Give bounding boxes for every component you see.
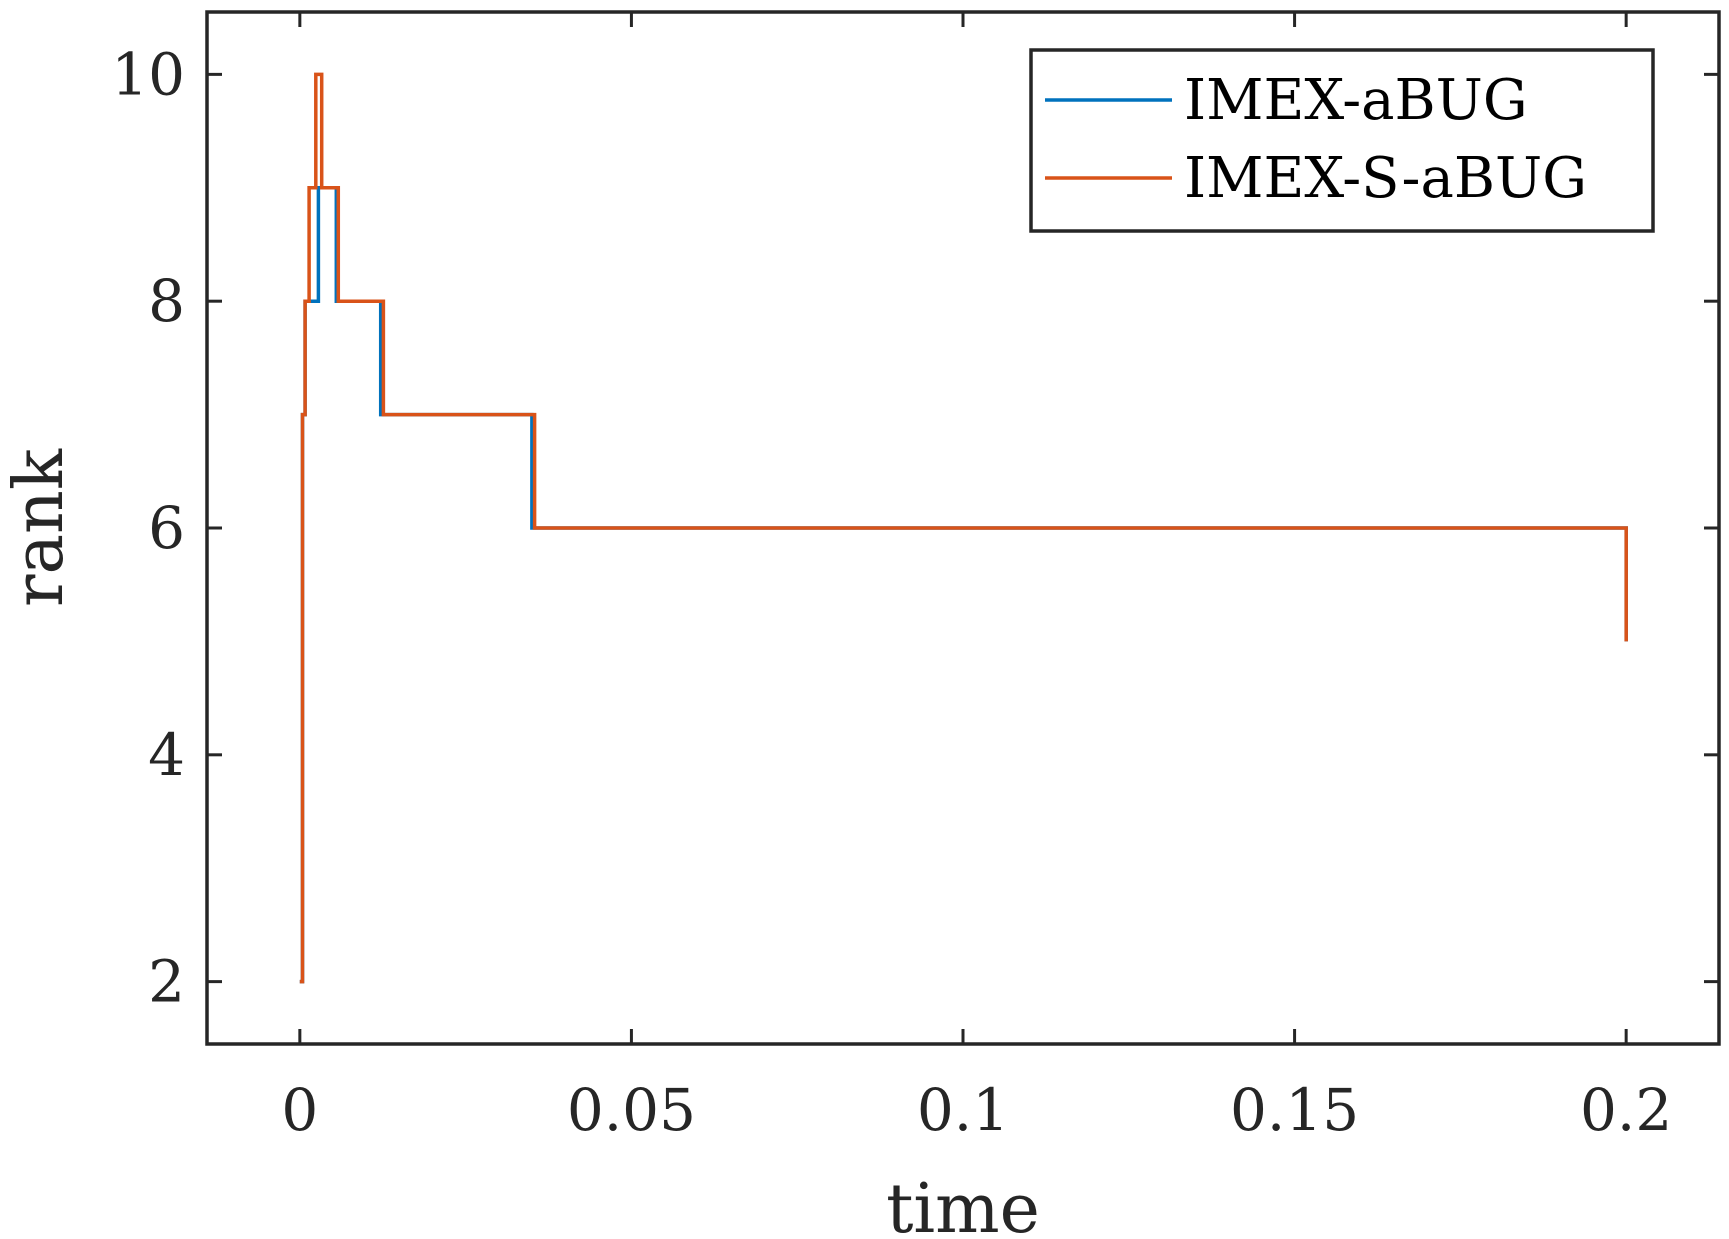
y-tick-label: 10 [111,40,185,108]
x-axis-title: time [886,1170,1040,1239]
y-axis-title: rank [0,448,79,607]
series-line-imex-abug [299,186,1628,984]
legend-label-imex-s-abug: IMEX-S-aBUG [1184,146,1587,211]
y-tick-label: 8 [148,267,185,335]
legend: IMEX-aBUG IMEX-S-aBUG [1029,48,1655,233]
x-tick-label: 0.15 [1230,1076,1359,1144]
x-tick-label: 0.1 [917,1076,1009,1144]
y-tick-label: 4 [148,721,185,789]
y-tick-label: 6 [148,494,185,562]
legend-box [1029,48,1655,233]
tick-layer: 0 0.05 0.1 0.15 0.2 2 4 6 8 10 [111,12,1719,1144]
x-tick-label: 0.2 [1580,1076,1672,1144]
x-tick-label: 0.05 [567,1076,696,1144]
x-tick-label: 0 [281,1076,318,1144]
series-line-imex-s-abug [299,72,1628,984]
series-layer [299,72,1628,984]
legend-label-imex-abug: IMEX-aBUG [1184,68,1528,133]
y-tick-label: 2 [148,948,185,1016]
